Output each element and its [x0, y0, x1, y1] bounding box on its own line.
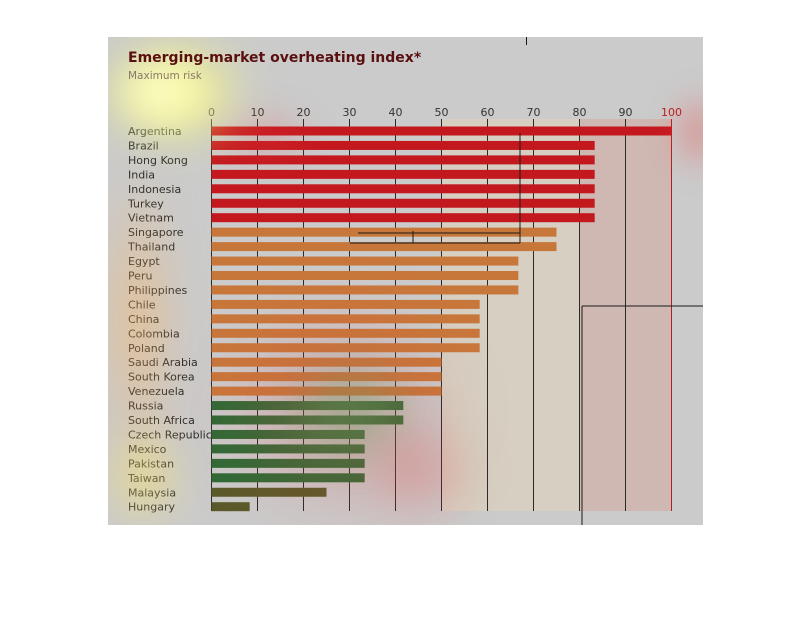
category-label-singapore: Singapore [128, 226, 184, 239]
category-label-poland: Poland [128, 342, 165, 355]
category-label-russia: Russia [128, 400, 163, 413]
bar-south-africa [211, 415, 404, 425]
bar-philippines [211, 285, 519, 295]
category-label-south-korea: South Korea [128, 371, 195, 384]
category-label-mexico: Mexico [128, 443, 167, 456]
category-label-thailand: Thailand [127, 241, 175, 254]
chart-subtitle: Maximum risk [128, 70, 202, 82]
x-tick-label-60: 60 [481, 106, 495, 119]
category-label-argentina: Argentina [128, 125, 182, 138]
bar-russia [211, 401, 404, 411]
category-label-chile: Chile [128, 298, 156, 311]
bar-vietnam [211, 213, 595, 223]
category-label-egypt: Egypt [128, 255, 160, 268]
bar-peru [211, 271, 519, 280]
bar-turkey [211, 198, 595, 208]
bar-south-korea [211, 372, 442, 382]
bar-egypt [211, 256, 519, 266]
category-label-india: India [128, 168, 155, 181]
bar-czech-republic [211, 429, 365, 439]
category-label-brazil: Brazil [128, 139, 159, 152]
category-label-czech-republic: Czech Republic [128, 428, 212, 441]
category-label-vietnam: Vietnam [128, 212, 174, 225]
bar-poland [211, 343, 480, 353]
bar-hong-kong [211, 155, 595, 165]
x-tick-label-100: 100 [661, 106, 682, 119]
x-tick-label-0: 0 [208, 106, 215, 119]
bar-venezuela [211, 386, 442, 396]
x-tick-label-50: 50 [435, 106, 449, 119]
x-tick-label-40: 40 [389, 106, 403, 119]
bar-singapore [211, 227, 557, 237]
chart-title: Emerging-market overheating index* [128, 50, 422, 66]
overlay-line [526, 37, 527, 45]
category-label-indonesia: Indonesia [128, 183, 181, 196]
bar-pakistan [211, 458, 365, 468]
bar-indonesia [211, 184, 595, 194]
category-label-pakistan: Pakistan [128, 457, 174, 470]
bar-thailand [211, 242, 557, 252]
x-tick-label-70: 70 [527, 106, 541, 119]
category-label-saudi-arabia: Saudi Arabia [128, 356, 198, 369]
bar-taiwan [211, 473, 365, 483]
category-label-colombia: Colombia [128, 327, 180, 340]
category-label-hong-kong: Hong Kong [128, 154, 188, 167]
bar-brazil [211, 140, 595, 150]
bar-chile [211, 299, 480, 309]
category-label-malaysia: Malaysia [128, 486, 176, 499]
category-label-venezuela: Venezuela [128, 385, 185, 398]
category-label-taiwan: Taiwan [127, 472, 165, 485]
x-tick-label-30: 30 [343, 106, 357, 119]
category-label-south-africa: South Africa [128, 414, 195, 427]
bar-india [211, 169, 595, 179]
x-tick-label-80: 80 [573, 106, 587, 119]
x-tick-label-90: 90 [619, 106, 633, 119]
category-label-hungary: Hungary [128, 501, 175, 514]
category-label-turkey: Turkey [127, 197, 164, 210]
category-label-peru: Peru [128, 270, 153, 283]
chart-panel: 0 10 20 30 40 50 60 70 80 90 100 Argentina Brazil Hon… [108, 37, 703, 525]
bar-hungary [211, 502, 250, 512]
category-label-china: China [128, 313, 159, 326]
bar-saudi-arabia [211, 357, 442, 367]
bar-colombia [211, 328, 480, 338]
x-tick-label-20: 20 [297, 106, 311, 119]
category-label-philippines: Philippines [128, 284, 188, 297]
bar-argentina [211, 126, 672, 136]
bar-china [211, 314, 480, 324]
bar-mexico [211, 444, 365, 454]
x-tick-label-10: 10 [251, 106, 265, 119]
bar-malaysia [211, 487, 327, 497]
